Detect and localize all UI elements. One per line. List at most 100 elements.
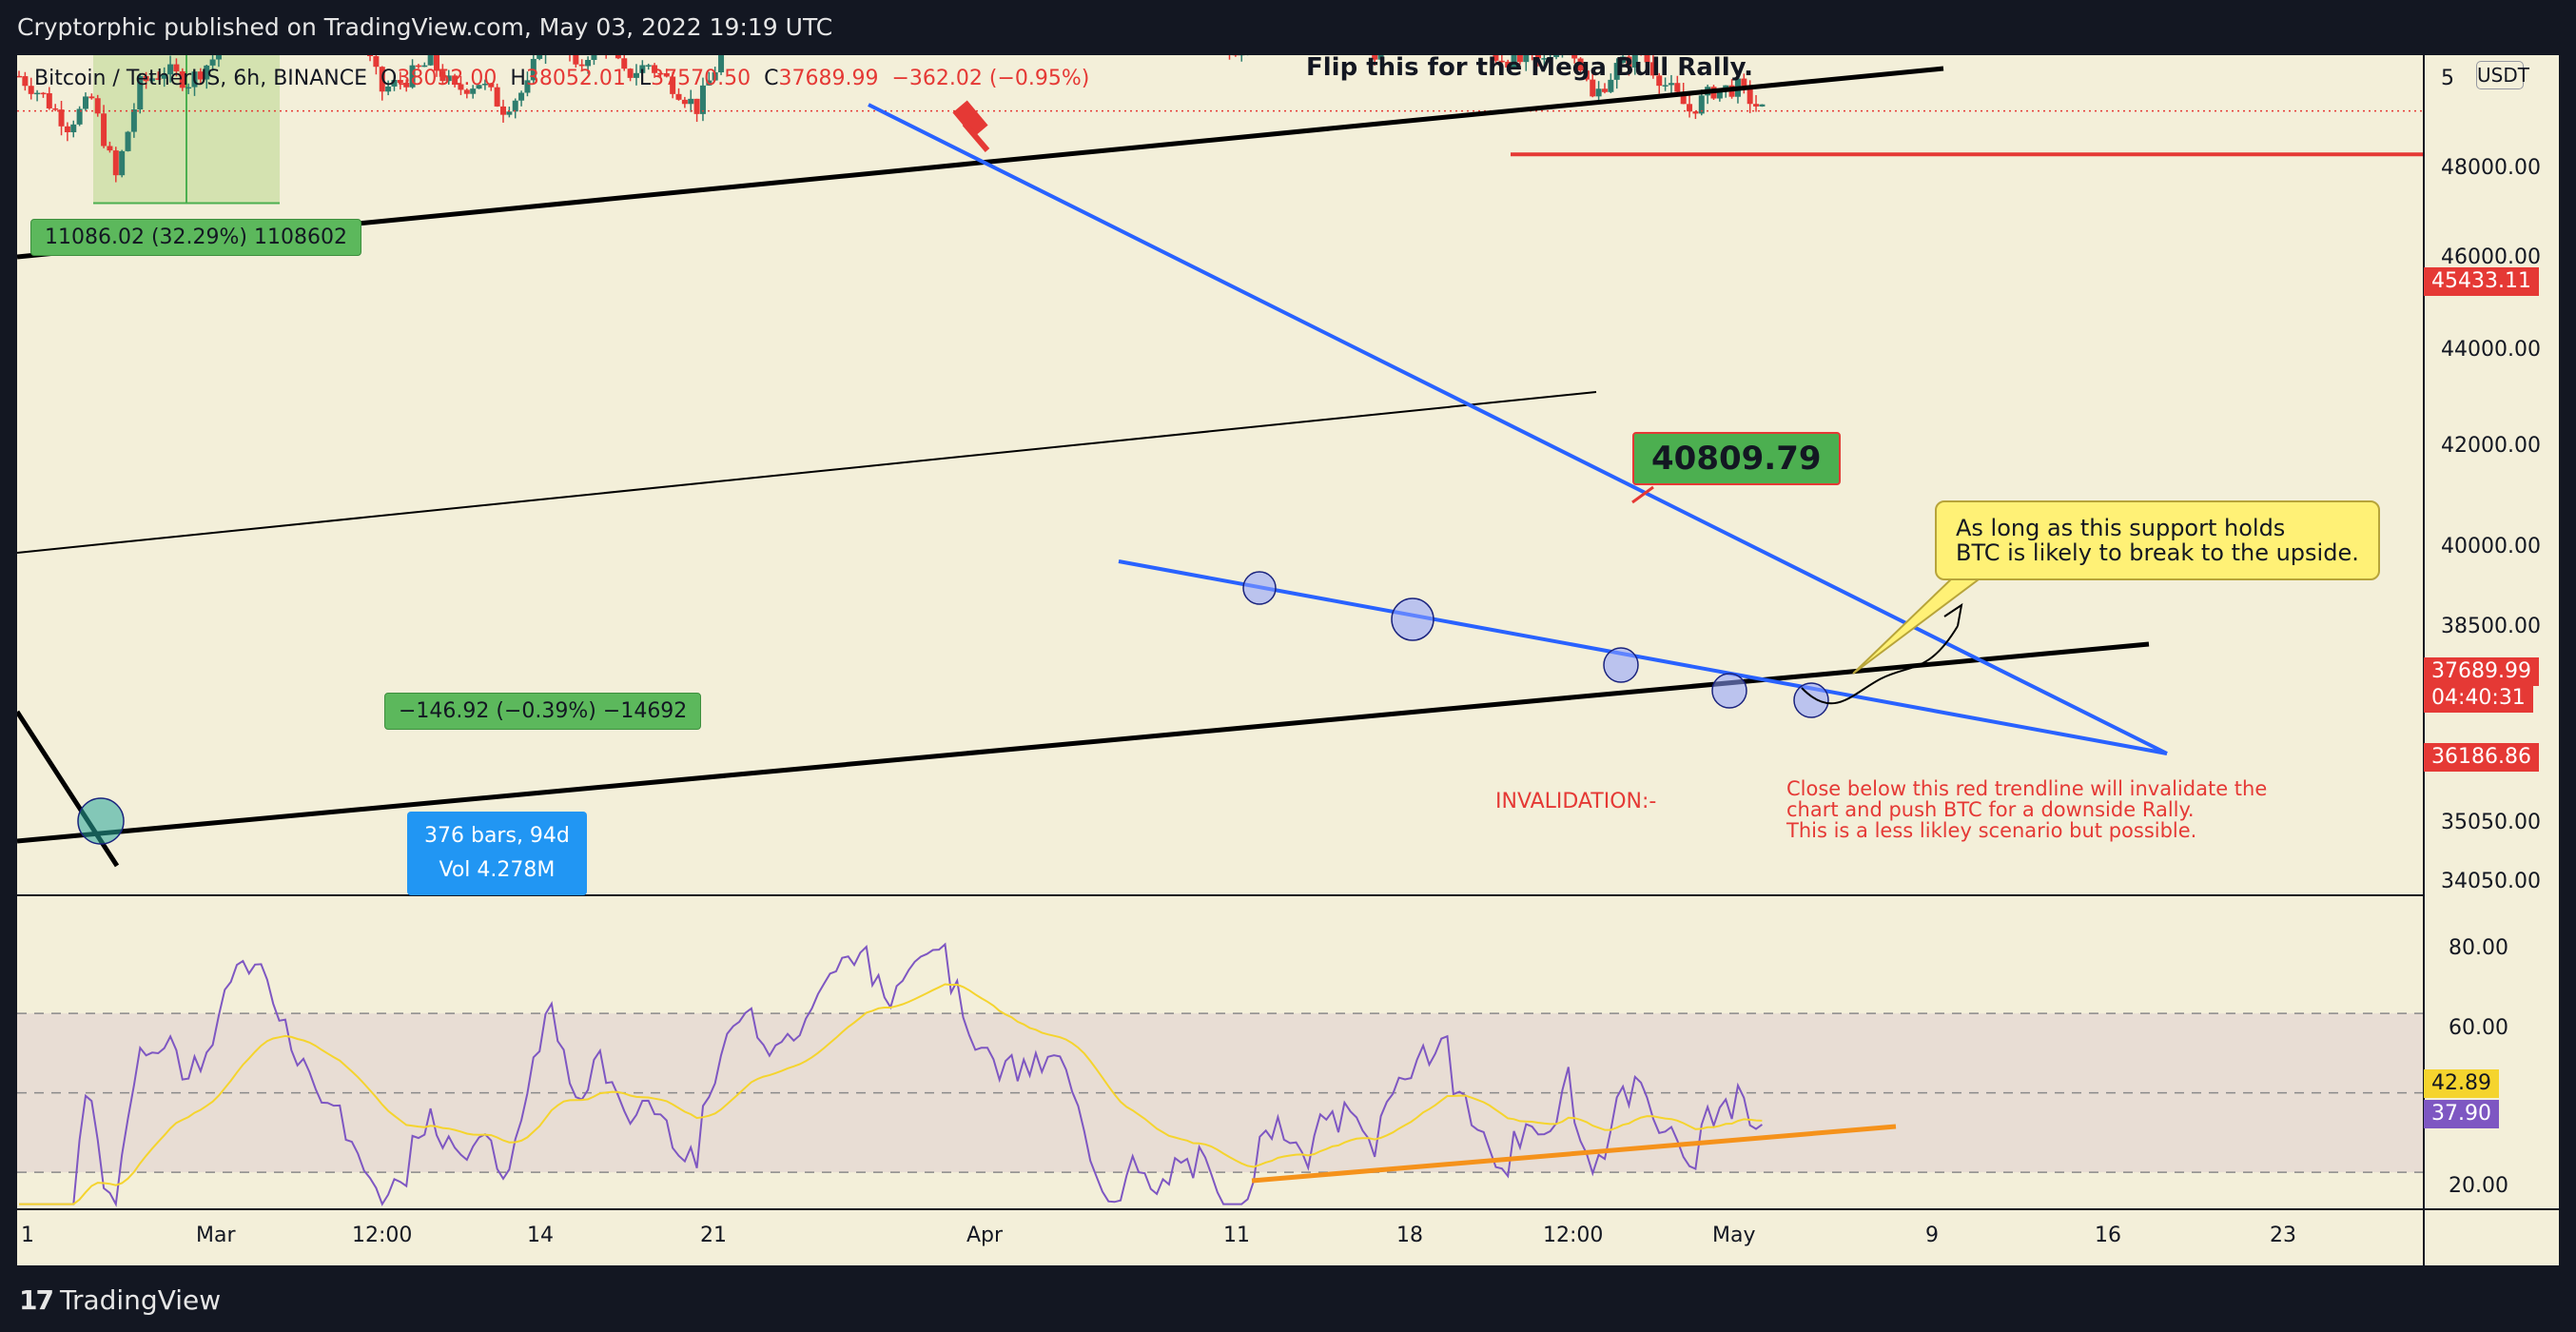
candle-body [112, 150, 119, 176]
price-tick-40000: 40000.00 [2441, 535, 2541, 558]
projection-arrow-head [1943, 602, 1963, 627]
candle-body [64, 126, 70, 133]
price-tick-44000: 44000.00 [2441, 338, 2541, 362]
candle-body [1541, 58, 1548, 60]
candle-body [506, 111, 513, 115]
candle-body [452, 75, 459, 85]
vol-info: Vol 4.278M [439, 858, 556, 882]
candle-body [415, 65, 421, 68]
candle-body [463, 89, 470, 94]
candle-body [621, 58, 628, 69]
symbol-name: Bitcoin / TetherUS, 6h, BINANCE [34, 67, 368, 90]
publisher-line: Cryptorphic published on TradingView.com… [17, 13, 833, 41]
close-label: C [764, 67, 779, 90]
rsi-tick-80: 80.00 [2449, 936, 2508, 960]
candle-body [645, 65, 652, 67]
candle-body [409, 65, 416, 88]
channel-mid-line [17, 391, 1597, 554]
candle-body [1698, 95, 1705, 114]
candle-body [633, 72, 639, 78]
candle-body [137, 75, 144, 110]
tradingview-logo[interactable]: 𝟭𝟳 TradingView [19, 1284, 221, 1316]
candle-body [1523, 55, 1530, 63]
candle-body [1377, 55, 1384, 60]
rsi-ma-line [19, 983, 1763, 1205]
low-value: 37570.50 [651, 67, 751, 90]
invalidation-price-tag: 36186.86 [2424, 743, 2539, 772]
candle-body [34, 92, 41, 95]
candle-body [1498, 60, 1505, 63]
candle-body [385, 86, 392, 92]
time-tick-1200a: 12:00 [352, 1224, 413, 1247]
candle-body [627, 69, 634, 78]
candle-body [367, 55, 374, 56]
candle-body [148, 78, 155, 82]
time-tick-apr: Apr [966, 1224, 1004, 1247]
candle-body [1680, 91, 1687, 105]
candle-body [591, 55, 597, 60]
candle-body [107, 146, 113, 151]
candle-body [101, 113, 107, 147]
candle-body [652, 65, 658, 73]
high-label: H [510, 67, 526, 90]
high-value: 38052.01 [525, 67, 626, 90]
candle-body [1516, 55, 1523, 63]
candle-body [173, 64, 180, 71]
candle-body [397, 80, 403, 84]
candle-body [46, 93, 52, 108]
price-tick-48000: 48000.00 [2441, 156, 2541, 180]
support-callout: As long as this support holds BTC is lik… [1935, 500, 2380, 580]
candle-body [530, 58, 537, 81]
candle-body [427, 55, 434, 66]
currency-button[interactable]: USDT [2476, 61, 2529, 89]
chart-canvas[interactable] [17, 55, 2559, 1265]
candle-body [421, 65, 428, 68]
bars-info: 376 bars, 94d [424, 824, 570, 848]
time-tick-23: 23 [2270, 1224, 2296, 1247]
candle-body [1662, 85, 1669, 87]
candle-body [718, 55, 725, 73]
candle-body [670, 76, 676, 94]
time-tick-may: May [1712, 1224, 1756, 1247]
candle-body [470, 88, 477, 94]
candle-body [688, 98, 694, 105]
channel-bottom-line [17, 641, 2150, 844]
tradingview-brand: TradingView [59, 1284, 222, 1316]
candle-body [615, 55, 621, 59]
symbol-legend: Bitcoin / TetherUS, 6h, BINANCE O 38052.0… [34, 67, 1089, 90]
candle-body [712, 72, 718, 81]
candle-body [1613, 63, 1620, 80]
candle-body [379, 67, 385, 92]
price-tick-34050: 34050.00 [2441, 870, 2541, 893]
time-tick-14: 14 [527, 1224, 554, 1247]
candle-body [204, 65, 210, 80]
chart-frame[interactable]: Bitcoin / TetherUS, 6h, BINANCE O 38052.0… [17, 55, 2559, 1265]
candle-body [70, 124, 77, 133]
candle-body [28, 86, 34, 94]
price-tick-35050: 35050.00 [2441, 811, 2541, 834]
support-note-line-2: BTC is likely to break to the upside. [1956, 539, 2359, 566]
time-tick-16: 16 [2095, 1224, 2121, 1247]
candle-body [1716, 89, 1723, 99]
tradingview-logo-icon: 𝟭𝟳 [19, 1284, 54, 1316]
candle-body [445, 75, 452, 82]
resistance-price-tag: 45433.11 [2424, 267, 2539, 296]
candle-body [494, 87, 500, 107]
open-label: O [381, 67, 398, 90]
time-tick-21: 21 [700, 1224, 727, 1247]
candle-body [1505, 61, 1512, 68]
candle-body [585, 59, 592, 67]
candle-body [40, 92, 47, 95]
candle-body [663, 72, 670, 77]
footer-bar: 𝟭𝟳 TradingView [0, 1265, 2576, 1332]
sell-hammer-handle [962, 122, 990, 152]
candle-body [439, 70, 446, 82]
candle-body [1656, 75, 1663, 87]
candle-body [94, 98, 101, 114]
candle-body [1571, 55, 1578, 59]
time-tick-1: 1 [21, 1224, 34, 1247]
candle-body [1644, 55, 1650, 63]
candle-body [1493, 55, 1499, 61]
candle-body [88, 96, 95, 99]
candle-body [681, 99, 688, 105]
